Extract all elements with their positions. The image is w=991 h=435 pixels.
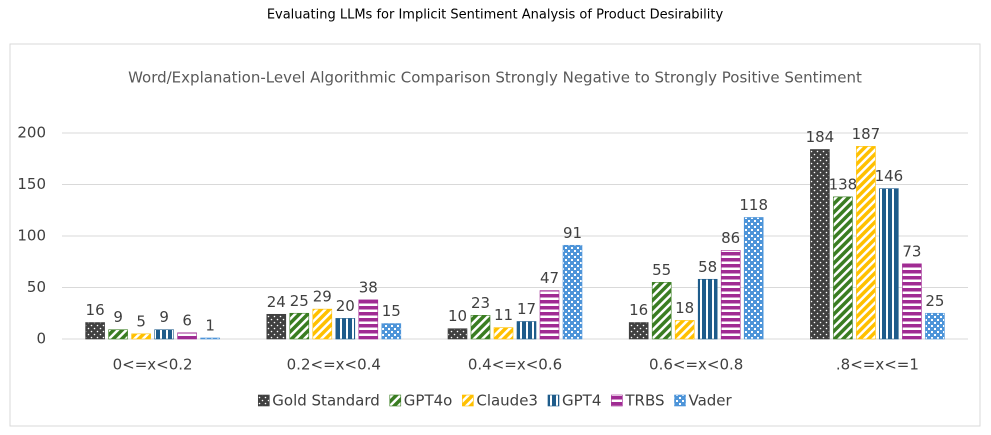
legend-swatch [462, 394, 474, 407]
legend-swatch [389, 394, 402, 407]
data-label: 17 [517, 300, 536, 318]
bar [131, 333, 151, 340]
data-label: 138 [829, 175, 858, 193]
legend-label: Gold Standard [272, 392, 380, 410]
y-tick-label: 150 [17, 175, 46, 193]
data-label: 10 [448, 307, 467, 325]
legend-label: GPT4o [404, 392, 453, 410]
bar [902, 263, 922, 340]
bar [108, 329, 128, 340]
data-label: 184 [806, 128, 835, 146]
legend-label: GPT4 [562, 392, 601, 410]
bar [447, 328, 468, 340]
data-label: 1 [205, 316, 215, 334]
y-tick-label: 50 [27, 278, 46, 296]
legend-swatch [611, 394, 623, 407]
bar [177, 332, 197, 340]
y-tick-label: 200 [17, 124, 46, 142]
x-tick-label: 0<=x<0.2 [113, 356, 193, 374]
bar [470, 315, 491, 340]
bar [154, 329, 174, 340]
bar [879, 188, 899, 340]
data-label: 86 [721, 229, 740, 247]
legend-swatch [257, 394, 270, 407]
data-label: 47 [540, 269, 559, 287]
x-tick-label: 0.6<=x<0.8 [649, 356, 743, 374]
bar [651, 282, 672, 340]
data-label: 24 [267, 293, 286, 311]
bar [358, 299, 379, 340]
bar [381, 323, 402, 340]
data-label: 9 [113, 308, 123, 326]
y-tick-label: 100 [17, 227, 46, 245]
y-tick-label: 0 [36, 330, 46, 348]
data-label: 20 [336, 297, 355, 315]
data-label: 25 [925, 292, 944, 310]
legend-label: Vader [689, 392, 733, 410]
data-label: 25 [290, 292, 309, 310]
bar [697, 278, 718, 340]
data-label: 38 [359, 278, 378, 296]
bar [810, 149, 830, 340]
data-label: 29 [313, 288, 332, 306]
bar [856, 146, 876, 340]
bar [562, 244, 583, 340]
bar [266, 313, 287, 340]
data-label: 146 [875, 167, 904, 185]
bar [289, 312, 310, 340]
bar [539, 290, 560, 340]
bar [925, 312, 945, 340]
x-tick-label: .8<=x<=1 [836, 356, 919, 374]
data-label: 187 [852, 125, 881, 143]
legend-swatch [547, 394, 560, 407]
data-label: 23 [471, 294, 490, 312]
data-label: 11 [494, 306, 513, 324]
bar [720, 250, 741, 340]
bar [674, 320, 695, 340]
legend-swatch [674, 394, 686, 407]
x-tick-label: 0.4<=x<0.6 [468, 356, 562, 374]
bar [200, 337, 220, 340]
bar [743, 217, 764, 340]
legend-label: Claude3 [476, 392, 538, 410]
data-label: 16 [86, 301, 105, 319]
data-label: 58 [698, 258, 717, 276]
data-label: 5 [136, 312, 146, 330]
data-label: 118 [739, 196, 768, 214]
bar [312, 308, 333, 340]
data-label: 18 [675, 299, 694, 317]
data-label: 6 [182, 311, 192, 329]
page-title: Evaluating LLMs for Implicit Sentiment A… [267, 8, 724, 23]
data-label: 55 [652, 261, 671, 279]
data-label: 73 [902, 242, 921, 260]
data-label: 15 [382, 302, 401, 320]
bar [833, 196, 853, 340]
legend-label: TRBS [624, 392, 664, 410]
data-label: 9 [159, 308, 169, 326]
chart-title: Word/Explanation-Level Algorithmic Compa… [128, 69, 862, 87]
bar [493, 327, 514, 340]
data-label: 16 [629, 301, 648, 319]
x-tick-label: 0.2<=x<0.4 [287, 356, 381, 374]
bar [628, 322, 649, 340]
bar [516, 321, 537, 340]
bar [335, 318, 356, 340]
bar [85, 322, 105, 340]
data-label: 91 [563, 224, 582, 242]
